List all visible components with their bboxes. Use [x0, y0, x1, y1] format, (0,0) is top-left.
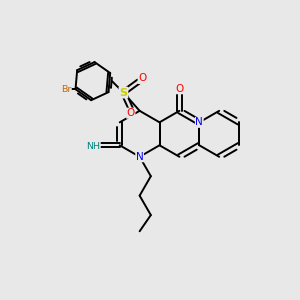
Text: O: O — [127, 108, 135, 118]
Text: NH: NH — [86, 142, 100, 151]
Text: O: O — [175, 84, 184, 94]
Text: N: N — [195, 117, 203, 127]
Text: N: N — [136, 152, 143, 162]
Text: Br: Br — [61, 85, 71, 94]
Text: S: S — [119, 88, 128, 98]
Text: O: O — [138, 74, 146, 83]
